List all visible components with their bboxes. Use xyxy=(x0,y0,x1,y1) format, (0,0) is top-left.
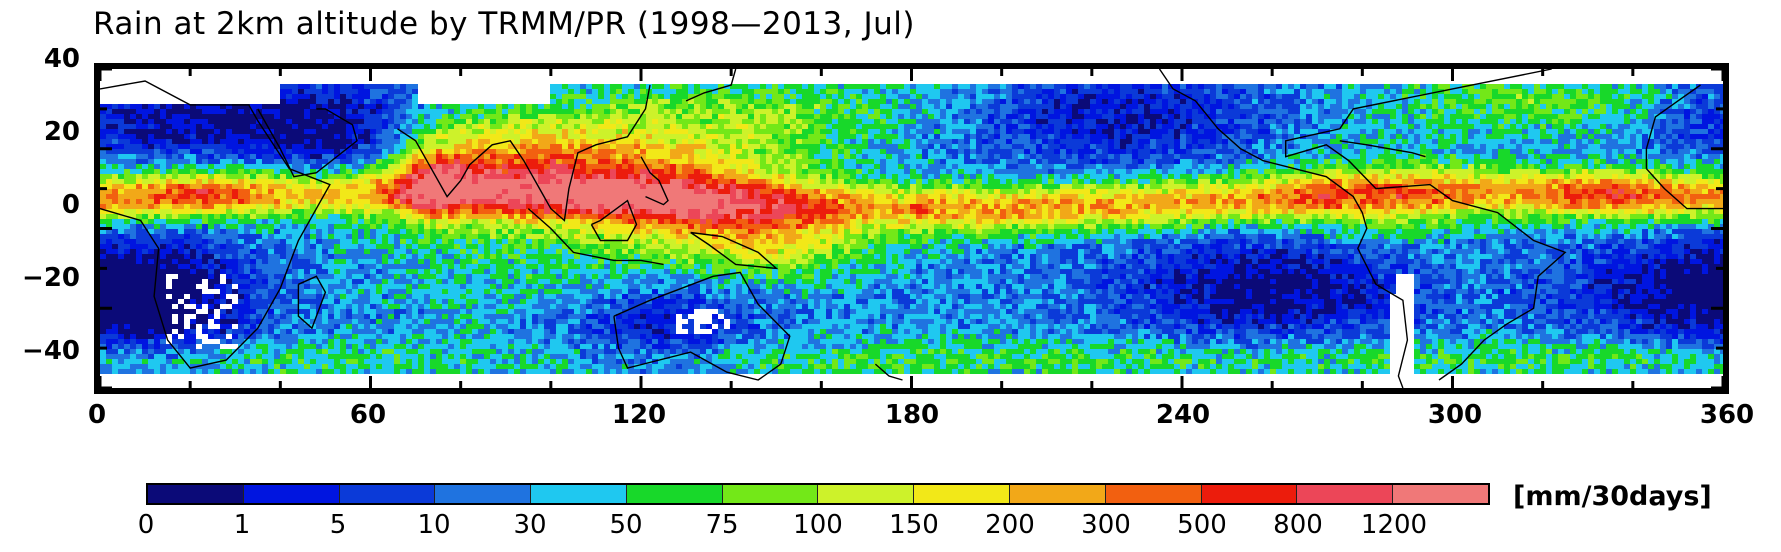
colorbar-label: 75 xyxy=(705,510,739,540)
coastline xyxy=(1645,168,1723,210)
colorbar-label: 150 xyxy=(889,510,939,540)
colorbar-swatch xyxy=(722,485,819,503)
colorbar-swatch xyxy=(148,485,244,503)
colorbar-swatch xyxy=(1297,485,1394,503)
colorbar-swatch xyxy=(1105,485,1202,503)
y-tick-label: −40 xyxy=(22,336,80,366)
coastline xyxy=(874,363,903,381)
x-tick-label: 240 xyxy=(1155,400,1211,430)
coastline xyxy=(640,156,669,206)
colorbar-swatch xyxy=(1393,485,1488,503)
colorbar-label: 1 xyxy=(233,510,251,540)
coastline xyxy=(590,199,638,242)
colorbar-label: 1200 xyxy=(1360,510,1428,540)
rain-field xyxy=(100,69,1723,388)
map-title: Rain at 2km altitude by TRMM/PR (1998—20… xyxy=(93,6,915,42)
y-tick-label: −20 xyxy=(22,263,80,293)
coastline xyxy=(685,69,737,102)
coastline xyxy=(1158,69,1409,388)
colorbar-label: 300 xyxy=(1081,510,1131,540)
colorbar-swatch xyxy=(339,485,436,503)
colorbar-swatch xyxy=(435,485,532,503)
colorbar xyxy=(146,483,1490,505)
colorbar-label: 5 xyxy=(329,510,347,540)
coastline xyxy=(1339,140,1426,158)
colorbar-label: 500 xyxy=(1177,510,1227,540)
y-tick-label: 40 xyxy=(43,44,80,74)
colorbar-swatch xyxy=(818,485,915,503)
colorbar-label: 50 xyxy=(609,510,643,540)
rain-map xyxy=(94,63,1729,394)
coastline xyxy=(690,231,779,270)
coastline xyxy=(613,271,791,381)
colorbar-label: 100 xyxy=(793,510,843,540)
y-tick-label: 20 xyxy=(43,117,80,147)
colorbar-swatch xyxy=(626,485,723,503)
coastline xyxy=(297,275,327,330)
x-tick-label: 60 xyxy=(349,400,387,430)
colorbar-swatch xyxy=(243,485,340,503)
units-label: [mm/30days] xyxy=(1513,481,1712,512)
colorbar-swatch xyxy=(1201,485,1298,503)
x-tick-label: 360 xyxy=(1699,400,1755,430)
axis-ticks xyxy=(100,69,1723,388)
x-tick-label: 120 xyxy=(611,400,667,430)
coastline xyxy=(100,80,331,369)
coastline xyxy=(1645,84,1701,169)
colorbar-swatch xyxy=(531,485,627,503)
colorbar-swatch xyxy=(1010,485,1106,503)
coastline xyxy=(527,208,664,266)
coastline xyxy=(1284,69,1567,381)
coastline xyxy=(397,84,651,222)
colorbar-label: 30 xyxy=(513,510,547,540)
coastline xyxy=(257,108,358,178)
colorbar-label: 800 xyxy=(1273,510,1323,540)
colorbar-label: 0 xyxy=(137,510,155,540)
x-tick-label: 0 xyxy=(87,400,107,430)
colorbar-label: 10 xyxy=(417,510,451,540)
x-tick-label: 180 xyxy=(884,400,940,430)
colorbar-label: 200 xyxy=(985,510,1035,540)
x-tick-label: 300 xyxy=(1427,400,1483,430)
y-tick-label: 0 xyxy=(61,190,80,220)
colorbar-swatch xyxy=(914,485,1011,503)
